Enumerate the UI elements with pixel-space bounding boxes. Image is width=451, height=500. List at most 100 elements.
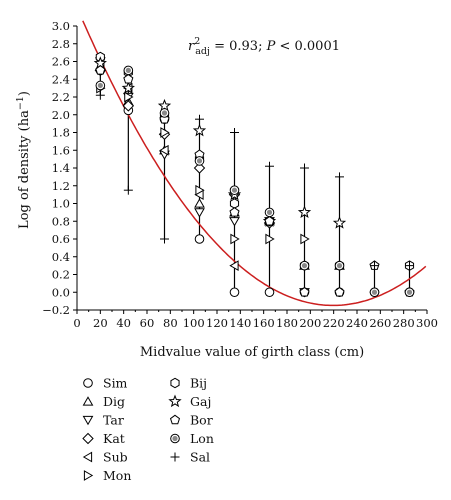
diamond-marker — [122, 100, 135, 112]
circle-dot-center — [97, 82, 103, 89]
data-point-sub — [229, 260, 239, 271]
x-tick-label: 80 — [163, 316, 178, 330]
circle-marker — [194, 234, 205, 244]
legend-item-gaj: Gaj — [168, 394, 211, 409]
y-tick-label: 2.6 — [52, 55, 70, 69]
legend-item-mon: Mon — [83, 468, 131, 483]
axes: 0 20 40 60 80 100 120 140 160 180 200 220 240 260 280 3… — [42, 19, 438, 330]
x-tick-label: 160 — [253, 316, 275, 330]
annot-prest: < 0.0001 — [275, 39, 340, 54]
legend-marker — [82, 396, 94, 406]
triangle-left-marker — [82, 451, 93, 463]
series-gaj — [93, 56, 347, 229]
annot-sup: 2 — [194, 36, 200, 47]
data-point-mon — [230, 233, 240, 245]
x-tick-label: 120 — [206, 316, 228, 330]
data-point-gaj — [297, 205, 312, 219]
data-point-lon — [334, 260, 345, 271]
triangle-left-marker — [159, 144, 169, 156]
circle-dot-center — [231, 187, 238, 193]
y-tick-label: 3.0 — [52, 19, 70, 33]
y-axis-label-sup: −1 — [15, 96, 26, 110]
series-sal — [95, 90, 414, 271]
legend-item-tar: Tar — [82, 413, 124, 428]
star-marker — [297, 205, 312, 219]
x-tick-label: 0 — [73, 316, 80, 330]
data-point-lon — [194, 156, 205, 166]
x-tick-label: 240 — [346, 316, 368, 330]
pentagon-marker — [264, 215, 275, 226]
legend-item-sal: Sal — [170, 450, 210, 465]
y-tick-label: 0.8 — [52, 214, 70, 228]
data-point-bor — [95, 65, 106, 75]
fit-curve-layer — [82, 20, 427, 307]
y-axis-label-end: ) — [17, 91, 32, 96]
data-point-sal — [95, 90, 105, 100]
series-sub — [95, 56, 239, 271]
data-point-lon — [264, 207, 275, 218]
fit-curve — [82, 20, 427, 307]
legend-label: Bij — [190, 376, 207, 391]
data-point-lon — [299, 260, 310, 271]
legend-marker — [170, 433, 180, 444]
legend-marker — [170, 377, 180, 389]
data-point-tar — [194, 208, 205, 218]
x-tick-label: 40 — [116, 316, 131, 330]
y-tick-label: 2.8 — [52, 37, 70, 51]
y-tick-label: 1.2 — [52, 179, 70, 193]
x-tick-label: 300 — [416, 316, 438, 330]
triangle-right-marker — [83, 470, 94, 481]
circle-dot-center — [161, 110, 168, 116]
data-point-sal — [370, 261, 379, 271]
circle-marker — [229, 287, 240, 298]
series-lon — [95, 65, 415, 298]
pentagon-marker — [123, 73, 134, 84]
legend-marker — [170, 452, 180, 462]
legend-label: Dig — [103, 394, 125, 409]
circle-dot-center — [196, 158, 203, 164]
circle-dot-center — [172, 435, 178, 442]
y-tick-label: 0.4 — [52, 250, 70, 264]
circle-dot-center — [406, 289, 413, 295]
triangle-right-marker — [195, 184, 205, 196]
data-point-sal — [195, 114, 204, 124]
data-point-lon — [159, 108, 170, 118]
data-point-gaj — [332, 216, 347, 229]
data-point-sal — [265, 161, 274, 171]
legend-marker — [83, 378, 93, 388]
data-point-lon — [229, 185, 240, 195]
pentagon-marker — [299, 286, 310, 297]
legend: Sim Dig Tar Kat Sub Mon Bij Gaj Bor Lon Sal — [82, 376, 214, 483]
series-sim — [95, 65, 415, 298]
y-axis-label-main: Log of density (ha — [17, 110, 32, 229]
circle-dot-center — [371, 289, 378, 295]
triangle-right-marker — [230, 233, 240, 245]
data-point-bor — [123, 73, 134, 84]
star-marker — [121, 81, 135, 94]
x-tick-label: 220 — [323, 316, 345, 330]
data-point-sim — [229, 287, 240, 298]
y-tick-label: −0.2 — [42, 303, 70, 317]
annot-rest: = 0.93; — [210, 39, 267, 54]
legend-marker — [169, 414, 181, 425]
data-point-lon — [404, 287, 415, 298]
data-point-sal — [405, 261, 414, 271]
y-tick-label: 0.0 — [52, 285, 70, 299]
legend-label: Kat — [103, 431, 125, 446]
data-point-sal — [335, 172, 344, 182]
hexagon-marker — [229, 198, 240, 209]
series-bor — [95, 65, 415, 297]
data-point-mon — [124, 91, 134, 103]
y-tick-label: 1.6 — [52, 143, 70, 157]
data-point-bor — [264, 215, 275, 226]
diamond-marker — [82, 432, 94, 445]
y-tick-label: 1.4 — [52, 161, 70, 175]
legend-marker — [82, 451, 93, 463]
series-kat — [94, 64, 276, 229]
triangle-right-marker — [300, 233, 310, 245]
legend-label: Sub — [103, 450, 128, 465]
legend-item-sim: Sim — [83, 376, 128, 391]
data-point-lon — [369, 287, 380, 298]
data-point-sal — [160, 234, 169, 244]
